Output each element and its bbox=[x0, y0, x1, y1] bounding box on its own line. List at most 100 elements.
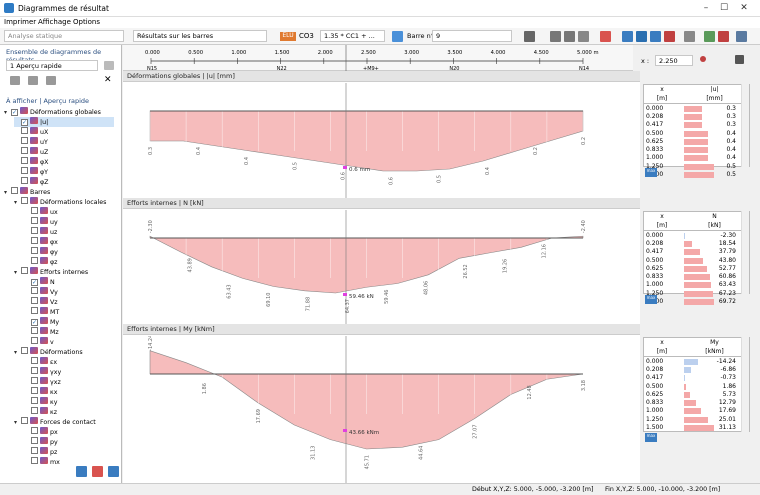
max-button[interactable]: max bbox=[645, 168, 657, 177]
results-on-select[interactable]: Résultats sur les barres bbox=[133, 30, 267, 42]
combo-select[interactable]: 1.35 * CC1 + ... bbox=[320, 30, 385, 42]
table-row[interactable]: 0.208 0.3 bbox=[644, 112, 749, 120]
tree-checkbox[interactable] bbox=[31, 207, 38, 214]
uncheck-all-icon[interactable] bbox=[92, 466, 103, 477]
expander-icon[interactable]: ▾ bbox=[14, 199, 18, 206]
table-row[interactable]: 1.000 0.4 bbox=[644, 154, 749, 162]
edit-set-icon[interactable] bbox=[46, 76, 56, 85]
toggle-icon[interactable] bbox=[108, 466, 119, 477]
table-row[interactable]: 0.625 52.77 bbox=[644, 264, 749, 272]
tree-checkbox[interactable] bbox=[31, 307, 38, 314]
member-select[interactable]: 9 bbox=[432, 30, 512, 42]
tree-item[interactable]: φX bbox=[14, 157, 48, 167]
menu-print[interactable]: Imprimer bbox=[4, 18, 37, 26]
max-button[interactable]: max bbox=[645, 433, 657, 442]
tree-checkbox[interactable] bbox=[31, 377, 38, 384]
expander-icon[interactable]: ▾ bbox=[14, 349, 18, 356]
tree-checkbox[interactable] bbox=[31, 237, 38, 244]
table-row[interactable]: 0.625 5.73 bbox=[644, 390, 749, 398]
tree-checkbox[interactable] bbox=[21, 177, 28, 184]
table-scrollbar[interactable] bbox=[741, 337, 749, 432]
tree-checkbox[interactable] bbox=[31, 357, 38, 364]
tree-item[interactable]: φY bbox=[14, 167, 48, 177]
x-input[interactable]: 2.250 bbox=[655, 55, 693, 66]
tree-item[interactable]: κy bbox=[24, 397, 57, 407]
tree-checkbox[interactable]: ✓ bbox=[31, 319, 38, 326]
copy-set-icon[interactable] bbox=[28, 76, 38, 85]
tree-item[interactable]: v bbox=[24, 337, 54, 347]
tree-checkbox[interactable] bbox=[31, 437, 38, 444]
expander-icon[interactable]: ▾ bbox=[4, 189, 8, 196]
table-row[interactable]: 0.208 -6.86 bbox=[644, 365, 749, 373]
table-row[interactable]: 1.000 63.43 bbox=[644, 281, 749, 289]
tree-checkbox[interactable] bbox=[31, 387, 38, 394]
table-row[interactable]: 0.625 0.4 bbox=[644, 137, 749, 145]
tree-item[interactable]: φZ bbox=[14, 177, 48, 187]
zoom-out-icon[interactable] bbox=[564, 31, 575, 42]
tree-checkbox[interactable] bbox=[31, 407, 38, 414]
display-icon[interactable] bbox=[704, 31, 715, 42]
tree-item[interactable]: ▾ Déformations locales bbox=[14, 197, 106, 207]
tree-item[interactable]: Mz bbox=[24, 327, 59, 337]
values-icon[interactable] bbox=[636, 31, 647, 42]
tree-checkbox[interactable] bbox=[21, 267, 28, 274]
tree-checkbox[interactable] bbox=[21, 147, 28, 154]
table-scrollbar[interactable] bbox=[741, 84, 749, 167]
tree-checkbox[interactable] bbox=[21, 167, 28, 174]
delete-set-icon[interactable]: ✕ bbox=[104, 75, 112, 85]
tree-item[interactable]: ▾ ✓ Déformations globales bbox=[4, 107, 101, 117]
table-row[interactable]: 0.417 37.79 bbox=[644, 248, 749, 256]
tree-checkbox[interactable] bbox=[31, 297, 38, 304]
filter-icon[interactable] bbox=[622, 31, 633, 42]
table-row[interactable]: 1.250 67.23 bbox=[644, 289, 749, 297]
tree-item[interactable]: px bbox=[24, 427, 58, 437]
print-icon[interactable] bbox=[524, 31, 535, 42]
expander-icon[interactable]: ▾ bbox=[14, 419, 18, 426]
tree-item[interactable]: εx bbox=[24, 357, 57, 367]
tree-item[interactable]: Vy bbox=[24, 287, 58, 297]
tree-item[interactable]: ▾ Forces de contact bbox=[14, 417, 96, 427]
tree-item[interactable]: uy bbox=[24, 217, 58, 227]
tree-checkbox[interactable]: ✓ bbox=[11, 109, 18, 116]
tree-checkbox[interactable]: ✓ bbox=[21, 119, 28, 126]
lock-icon[interactable] bbox=[735, 55, 744, 64]
tree-item[interactable]: ux bbox=[24, 207, 58, 217]
table-row[interactable]: 0.833 12.79 bbox=[644, 398, 749, 407]
extremes-icon[interactable] bbox=[664, 31, 675, 42]
table-row[interactable]: 0.500 43.80 bbox=[644, 256, 749, 264]
table-row[interactable]: 0.000 0.3 bbox=[644, 104, 749, 112]
minimize-icon[interactable]: – bbox=[703, 3, 709, 13]
max-button[interactable]: max bbox=[645, 295, 657, 304]
tree-item[interactable]: ▾ Barres bbox=[4, 187, 50, 197]
zoom-in-icon[interactable] bbox=[550, 31, 561, 42]
table-row[interactable]: 0.500 1.86 bbox=[644, 382, 749, 390]
tree-item[interactable]: pz bbox=[24, 447, 57, 457]
tree-item[interactable]: φx bbox=[24, 237, 58, 247]
expand-icon[interactable] bbox=[104, 61, 114, 70]
table-row[interactable]: 0.500 0.4 bbox=[644, 129, 749, 137]
tree-checkbox[interactable] bbox=[21, 347, 28, 354]
expander-icon[interactable]: ▾ bbox=[14, 269, 18, 276]
tree-item[interactable]: κz bbox=[24, 407, 57, 417]
tree-item[interactable]: ✓ |u| bbox=[14, 117, 114, 127]
tree-checkbox[interactable] bbox=[21, 417, 28, 424]
tree-checkbox[interactable] bbox=[31, 227, 38, 234]
close-icon[interactable]: ✕ bbox=[740, 3, 748, 13]
table-row[interactable]: 1.50069.72 bbox=[644, 297, 749, 306]
tree-item[interactable]: φz bbox=[24, 257, 57, 267]
new-set-icon[interactable] bbox=[10, 76, 20, 85]
analysis-select[interactable]: Analyse statique bbox=[4, 30, 124, 42]
tree-item[interactable]: uY bbox=[14, 137, 48, 147]
probe-icon[interactable] bbox=[700, 56, 706, 62]
table-row[interactable]: 0.417 0.3 bbox=[644, 121, 749, 129]
table-row[interactable]: 0.000 -14.24 bbox=[644, 357, 749, 365]
tree-item[interactable]: ▾ Efforts internes bbox=[14, 267, 88, 277]
tree-checkbox[interactable] bbox=[31, 447, 38, 454]
tree-checkbox[interactable]: ✓ bbox=[31, 279, 38, 286]
table-row[interactable]: 0.417 -0.73 bbox=[644, 374, 749, 382]
tree-checkbox[interactable] bbox=[11, 187, 18, 194]
panel-icon[interactable] bbox=[736, 31, 747, 42]
check-all-icon[interactable] bbox=[76, 466, 87, 477]
tree-checkbox[interactable] bbox=[31, 397, 38, 404]
